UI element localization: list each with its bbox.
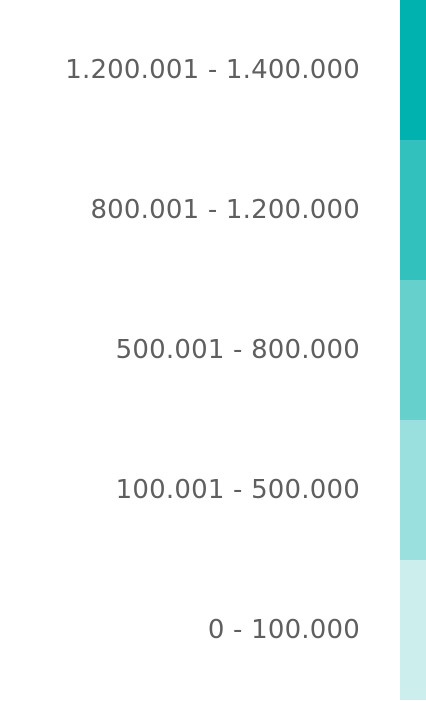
legend-label: 1.200.001 - 1.400.000	[65, 55, 360, 85]
legend-label: 800.001 - 1.200.000	[90, 195, 360, 225]
legend-item-1200001-1400000: 1.200.001 - 1.400.000	[0, 0, 426, 140]
legend-swatch	[400, 140, 426, 280]
legend-swatch	[400, 420, 426, 560]
legend-item-0-100000: 0 - 100.000	[0, 560, 426, 700]
legend-item-100001-500000: 100.001 - 500.000	[0, 420, 426, 560]
legend-item-800001-1200000: 800.001 - 1.200.000	[0, 140, 426, 280]
legend-swatch	[400, 560, 426, 700]
legend-item-500001-800000: 500.001 - 800.000	[0, 280, 426, 420]
legend-swatch	[400, 280, 426, 420]
legend-swatch	[400, 0, 426, 140]
legend-label: 100.001 - 500.000	[115, 475, 360, 505]
legend-label: 0 - 100.000	[207, 615, 360, 645]
legend-label: 500.001 - 800.000	[115, 335, 360, 365]
